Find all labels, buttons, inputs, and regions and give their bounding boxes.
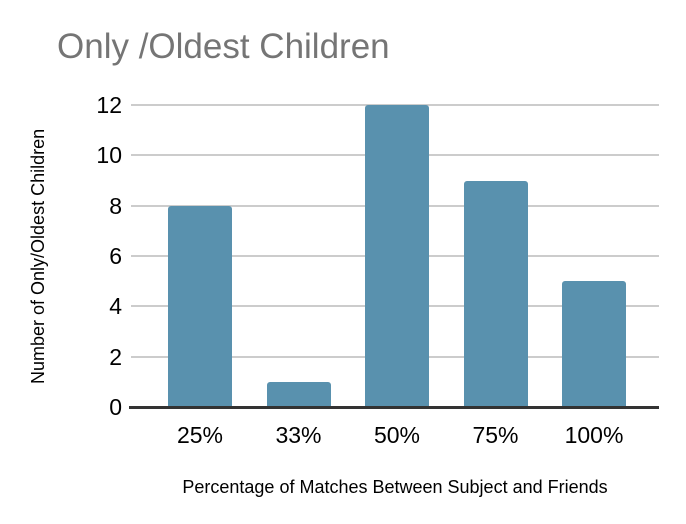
y-tick-label-8: 8 xyxy=(109,192,122,219)
y-tick-label-12: 12 xyxy=(96,92,122,118)
x-tick-label-50%: 50% xyxy=(373,422,421,448)
y-tick-label-10: 10 xyxy=(96,142,122,169)
bar-50% xyxy=(365,105,429,407)
x-tick-label-33%: 33% xyxy=(275,422,322,448)
x-tick-label-100%: 100% xyxy=(564,422,624,448)
bar-75% xyxy=(463,180,528,407)
y-tick-label-2: 2 xyxy=(109,343,122,370)
x-tick-label-25%: 25% xyxy=(176,422,224,448)
bar-25% xyxy=(168,205,232,407)
y-tick-label-0: 0 xyxy=(109,394,122,420)
chart-title: Only /Oldest Children xyxy=(57,27,390,66)
y-tick-label-6: 6 xyxy=(109,243,122,269)
plot-area xyxy=(129,104,659,409)
x-axis-line xyxy=(129,406,659,409)
bar-33% xyxy=(266,381,331,407)
bar-100% xyxy=(562,281,626,407)
x-axis-title: Percentage of Matches Between Subject an… xyxy=(182,477,608,497)
x-tick-label-75%: 75% xyxy=(472,422,519,448)
y-tick-label-4: 4 xyxy=(109,293,122,320)
